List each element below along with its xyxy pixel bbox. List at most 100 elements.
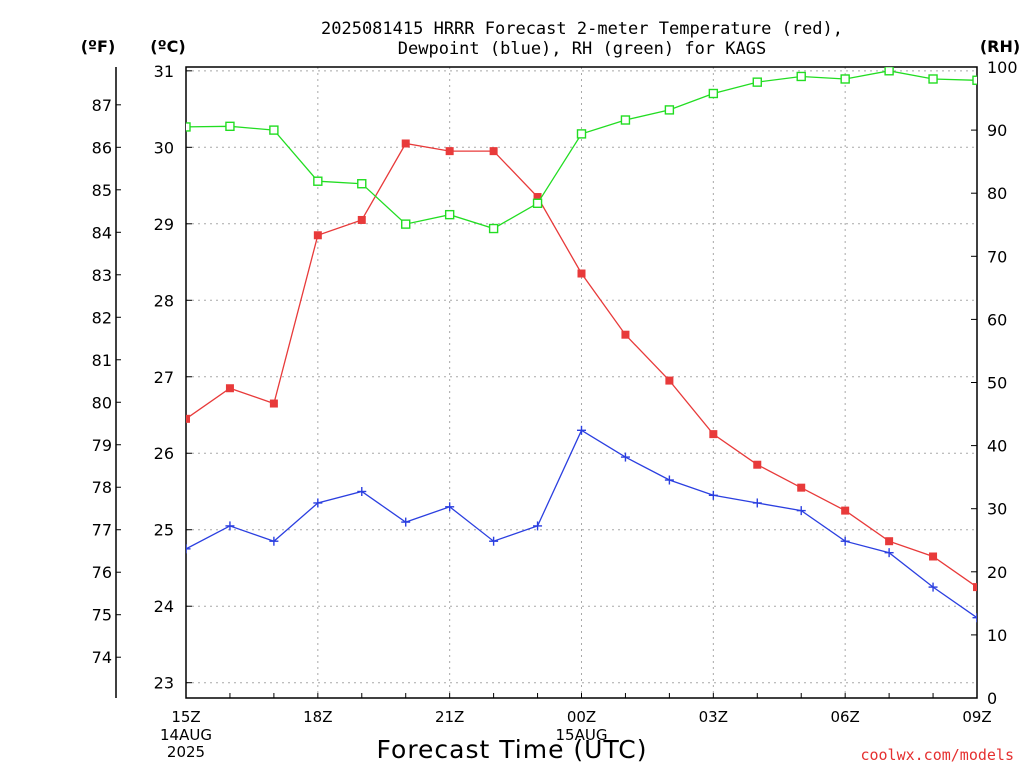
data-point bbox=[797, 483, 806, 492]
data-point bbox=[225, 521, 235, 531]
data-point bbox=[577, 269, 586, 278]
rh-tick-label: 10 bbox=[987, 626, 1007, 645]
data-point bbox=[884, 67, 894, 76]
fahrenheit-tick-label: 74 bbox=[92, 648, 112, 667]
data-point bbox=[884, 548, 894, 558]
data-point bbox=[186, 544, 191, 554]
data-point bbox=[445, 147, 454, 156]
data-point bbox=[489, 147, 498, 156]
data-point bbox=[401, 219, 411, 229]
fahrenheit-axis-unit: (ºF) bbox=[81, 37, 116, 56]
fahrenheit-tick-label: 78 bbox=[92, 478, 112, 497]
data-point bbox=[357, 486, 367, 496]
series-filled-square bbox=[186, 139, 977, 592]
series-plus bbox=[186, 425, 977, 623]
data-point bbox=[269, 399, 278, 408]
data-point bbox=[533, 193, 542, 202]
fahrenheit-tick-label: 86 bbox=[92, 138, 112, 157]
data-point bbox=[225, 121, 235, 132]
chart-title-line-1: 2025081415 HRRR Forecast 2-meter Tempera… bbox=[321, 19, 843, 39]
rh-tick-label: 30 bbox=[987, 500, 1007, 519]
data-point bbox=[928, 582, 938, 592]
fahrenheit-tick-label: 79 bbox=[92, 436, 112, 455]
data-point bbox=[445, 502, 455, 512]
data-point bbox=[576, 129, 587, 139]
fahrenheit-tick-label: 87 bbox=[92, 96, 112, 115]
data-point bbox=[225, 384, 234, 393]
data-point bbox=[709, 430, 718, 439]
rh-tick-label: 0 bbox=[987, 689, 997, 708]
data-point bbox=[796, 71, 806, 82]
fahrenheit-tick-label: 75 bbox=[92, 606, 112, 625]
data-point bbox=[664, 475, 674, 485]
fahrenheit-tick-label: 85 bbox=[92, 181, 112, 200]
data-point bbox=[269, 125, 279, 135]
fahrenheit-tick-label: 81 bbox=[92, 351, 112, 370]
celsius-tick-label: 28 bbox=[154, 291, 174, 310]
rh-tick-label: 70 bbox=[987, 247, 1007, 266]
x-axis-label: Forecast Time (UTC) bbox=[377, 735, 648, 764]
data-point bbox=[929, 552, 938, 561]
data-point bbox=[401, 139, 410, 148]
rh-tick-label: 40 bbox=[987, 437, 1007, 456]
rh-tick-label: 90 bbox=[987, 121, 1007, 140]
axes: 74 75 76 77 78 79 80 81 82 83 84 85 86 87 23 24 25 26 27 28… bbox=[92, 58, 1018, 708]
data-point bbox=[532, 198, 543, 208]
x-tick-sublabel: 15AUG bbox=[556, 726, 608, 744]
celsius-tick-label: 29 bbox=[154, 215, 174, 234]
data-point bbox=[444, 209, 455, 220]
data-point bbox=[708, 490, 718, 500]
data-point bbox=[620, 115, 631, 125]
rh-tick-label: 100 bbox=[987, 58, 1018, 77]
data-point bbox=[753, 460, 762, 469]
x-tick-label: 09Z bbox=[962, 708, 991, 726]
data-point bbox=[401, 517, 411, 527]
fahrenheit-tick-label: 82 bbox=[92, 308, 112, 327]
data-point bbox=[841, 506, 850, 515]
fahrenheit-tick-label: 80 bbox=[92, 393, 112, 412]
data-point bbox=[313, 498, 323, 508]
data-point bbox=[840, 74, 850, 84]
x-tick-sublabel: 2025 bbox=[167, 743, 205, 761]
data-point bbox=[840, 536, 850, 546]
celsius-axis-unit: (ºC) bbox=[150, 37, 185, 56]
rh-tick-label: 20 bbox=[987, 563, 1007, 582]
data-point bbox=[796, 506, 806, 516]
rh-axis-unit: (RH) bbox=[980, 37, 1020, 56]
data-point bbox=[620, 452, 630, 462]
data-point bbox=[665, 376, 674, 385]
series-line bbox=[186, 70, 977, 230]
data-point bbox=[621, 330, 630, 339]
plot-frame bbox=[185, 66, 978, 699]
rh-tick-label: 60 bbox=[987, 310, 1007, 329]
data-point bbox=[488, 223, 499, 234]
data-point bbox=[313, 231, 322, 240]
data-point bbox=[928, 74, 938, 84]
data-point bbox=[708, 88, 719, 99]
data-point bbox=[186, 414, 190, 423]
series-line bbox=[186, 142, 977, 588]
grid bbox=[186, 67, 977, 698]
series-open-square bbox=[186, 67, 977, 234]
data-point bbox=[972, 613, 977, 623]
data-point bbox=[752, 77, 762, 87]
data-point bbox=[357, 179, 367, 189]
data-point bbox=[577, 425, 586, 435]
celsius-tick-label: 25 bbox=[154, 521, 174, 540]
x-tick-label: 18Z bbox=[303, 708, 332, 726]
credit-text: coolwx.com/models bbox=[860, 746, 1014, 764]
data-point bbox=[186, 122, 191, 132]
chart-title-line-2: Dewpoint (blue), RH (green) for KAGS bbox=[398, 39, 766, 59]
celsius-tick-label: 24 bbox=[154, 597, 174, 616]
celsius-tick-label: 31 bbox=[154, 62, 174, 81]
data-point bbox=[752, 498, 762, 508]
data-point bbox=[489, 536, 499, 546]
data-point bbox=[972, 75, 977, 85]
fahrenheit-tick-label: 83 bbox=[92, 266, 112, 285]
celsius-tick-label: 30 bbox=[154, 138, 174, 157]
x-tick-label: 15Z bbox=[171, 708, 200, 726]
data-point bbox=[533, 521, 543, 531]
data-point bbox=[973, 583, 977, 592]
